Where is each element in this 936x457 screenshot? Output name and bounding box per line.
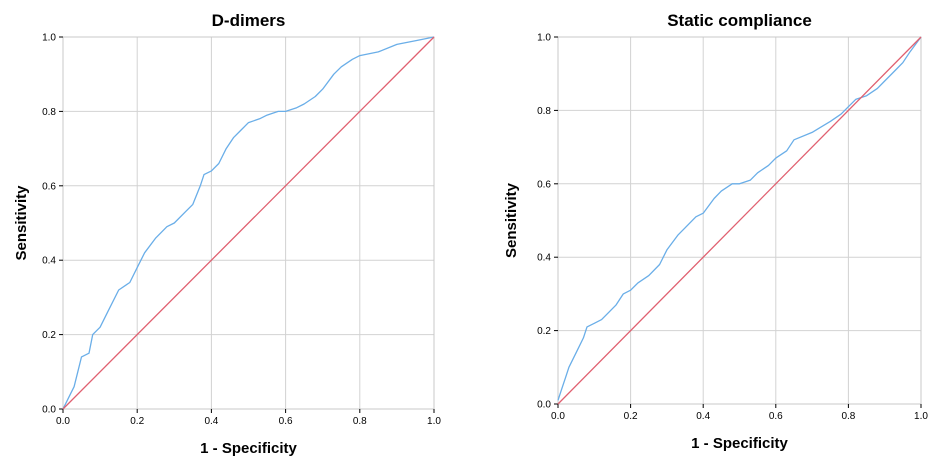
y-tick-label: 0.6 bbox=[42, 181, 56, 192]
y-tick-label: 1.0 bbox=[537, 33, 551, 44]
y-tick-label: 0.6 bbox=[537, 179, 551, 190]
y-tick-label: 0.0 bbox=[537, 400, 551, 411]
x-tick-label: 0.6 bbox=[279, 416, 293, 427]
y-tick-label: 0.8 bbox=[537, 106, 551, 117]
x-tick-label: 0.8 bbox=[841, 411, 855, 422]
x-tick-label: 0.4 bbox=[696, 411, 710, 422]
reference-line bbox=[557, 36, 922, 405]
x-axis-label: 1 - Specificity bbox=[691, 435, 788, 452]
y-tick-label: 1.0 bbox=[42, 33, 56, 44]
x-tick-label: 0.6 bbox=[769, 411, 783, 422]
y-tick-label: 0.4 bbox=[42, 256, 56, 267]
y-tick-label: 0.8 bbox=[42, 107, 56, 118]
y-tick-label: 0.2 bbox=[537, 326, 551, 337]
chart-panel-d-dimers: 0.0 0.2 0.4 0.6 0.8 1.0 0.0 0.2 0.4 0.6 0.8 1.0 D-di… bbox=[13, 11, 441, 457]
y-axis-label: Sensitivity bbox=[503, 182, 520, 258]
reference-line bbox=[62, 36, 435, 410]
roc-chart-d-dimers: 0.0 0.2 0.4 0.6 0.8 1.0 0.0 0.2 0.4 0.6 0.8 1.0 D-di… bbox=[13, 11, 441, 457]
roc-curve bbox=[62, 36, 435, 410]
x-axis-label: 1 - Specificity bbox=[200, 440, 297, 457]
y-tick-label: 0.0 bbox=[42, 405, 56, 416]
x-tick-label: 0.0 bbox=[551, 411, 565, 422]
x-tick-label: 0.0 bbox=[56, 416, 70, 427]
x-tick-label: 0.8 bbox=[353, 416, 367, 427]
x-tick-label: 1.0 bbox=[427, 416, 441, 427]
chart-panel-static-compliance: 0.0 0.2 0.4 0.6 0.8 1.0 0.0 0.2 0.4 0.6 0.8 1.0 Stat… bbox=[490, 0, 936, 457]
chart-title: Static compliance bbox=[667, 11, 812, 30]
x-tick-label: 0.4 bbox=[204, 416, 218, 427]
plot-frame bbox=[557, 36, 922, 405]
x-tick-label: 0.2 bbox=[130, 416, 144, 427]
y-tick-label: 0.2 bbox=[42, 330, 56, 341]
x-tick-label: 1.0 bbox=[914, 411, 928, 422]
y-tick-label: 0.4 bbox=[537, 253, 551, 264]
y-axis-label: Sensitivity bbox=[13, 185, 30, 261]
plot-frame bbox=[62, 36, 435, 410]
chart-title: D-dimers bbox=[212, 11, 286, 30]
roc-curve bbox=[557, 36, 922, 401]
roc-chart-static-compliance: 0.0 0.2 0.4 0.6 0.8 1.0 0.0 0.2 0.4 0.6 0.8 1.0 Stat… bbox=[503, 11, 928, 452]
x-tick-label: 0.2 bbox=[624, 411, 638, 422]
